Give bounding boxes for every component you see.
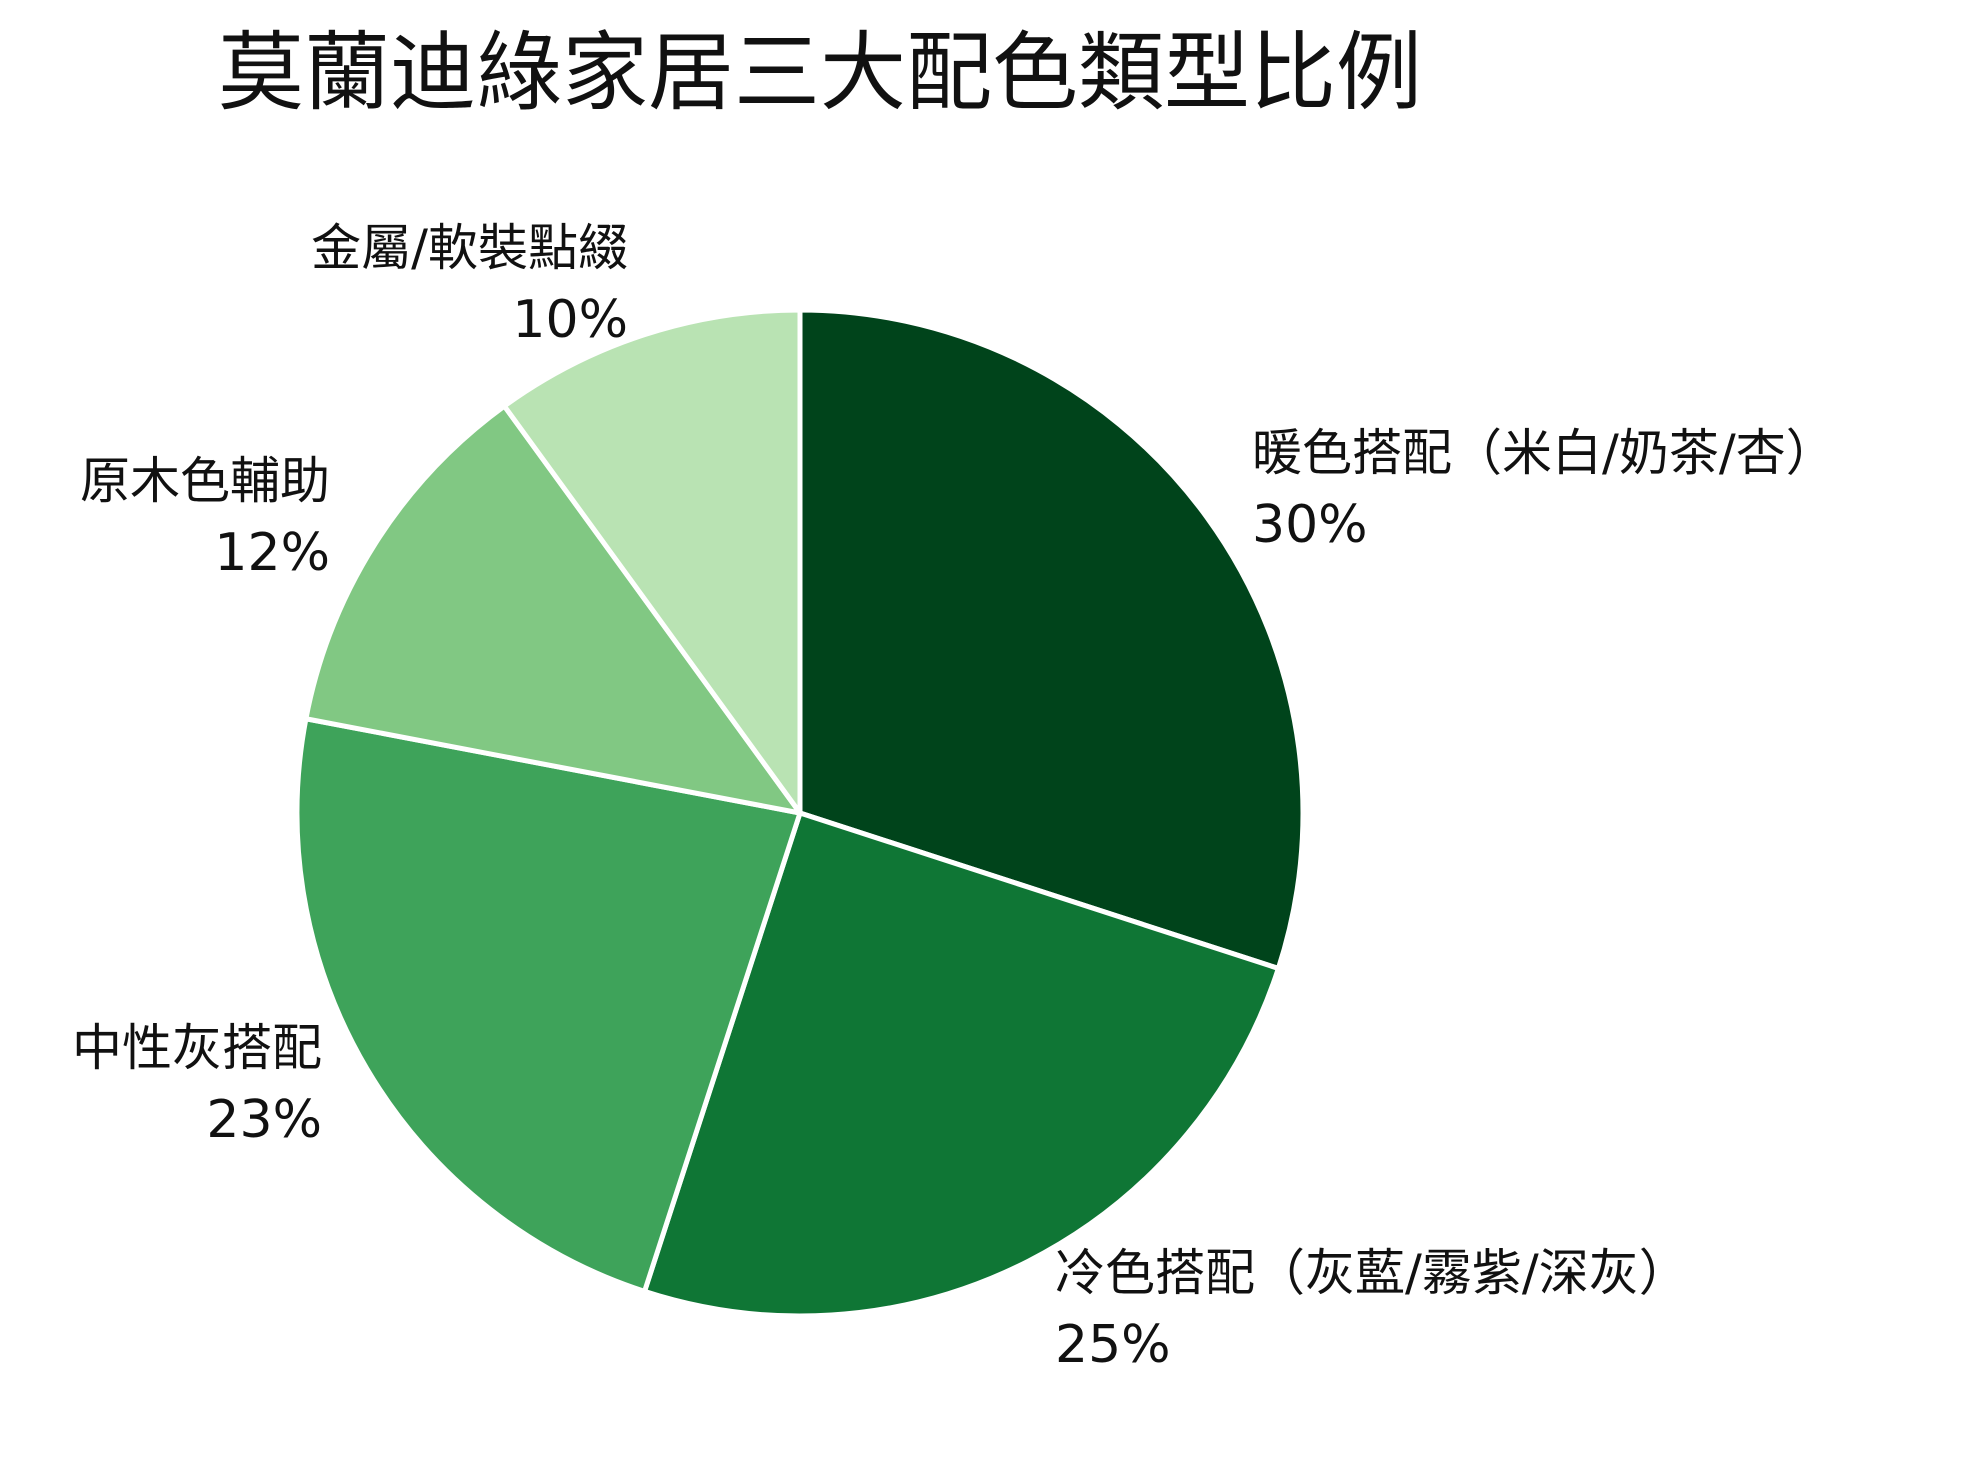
slice-label-5: 金屬/軟裝點綴 — [311, 219, 628, 277]
chart-title: 莫蘭迪綠家居三大配色類型比例 — [218, 23, 1422, 123]
pie-slice-3 — [294, 716, 803, 1294]
slice-label-2: 冷色搭配（灰藍/霧紫/深灰） — [1055, 1244, 1689, 1302]
pie-slice-2 — [642, 810, 1281, 1319]
slice-value-label-5: 10% — [512, 290, 628, 350]
slice-value-label-3: 23% — [206, 1090, 322, 1150]
slice-value-label-1: 30% — [1252, 495, 1368, 555]
slice-label-3: 中性灰搭配 — [72, 1019, 322, 1077]
slice-label-1: 暖色搭配（米白/奶茶/杏） — [1252, 424, 1836, 482]
pie-slice-4 — [303, 403, 803, 816]
slice-value-label-2: 25% — [1055, 1315, 1171, 1375]
pie-slice-5 — [501, 307, 803, 816]
pie-slices — [294, 307, 1306, 1319]
slice-label-4: 原木色輔助 — [80, 452, 330, 510]
pie-slice-1 — [797, 307, 1306, 971]
slice-value-label-4: 12% — [214, 523, 330, 583]
pie-labels: 暖色搭配（米白/奶茶/杏） 30% 冷色搭配（灰藍/霧紫/深灰） 25% 中性灰搭配 23… — [72, 219, 1836, 1375]
